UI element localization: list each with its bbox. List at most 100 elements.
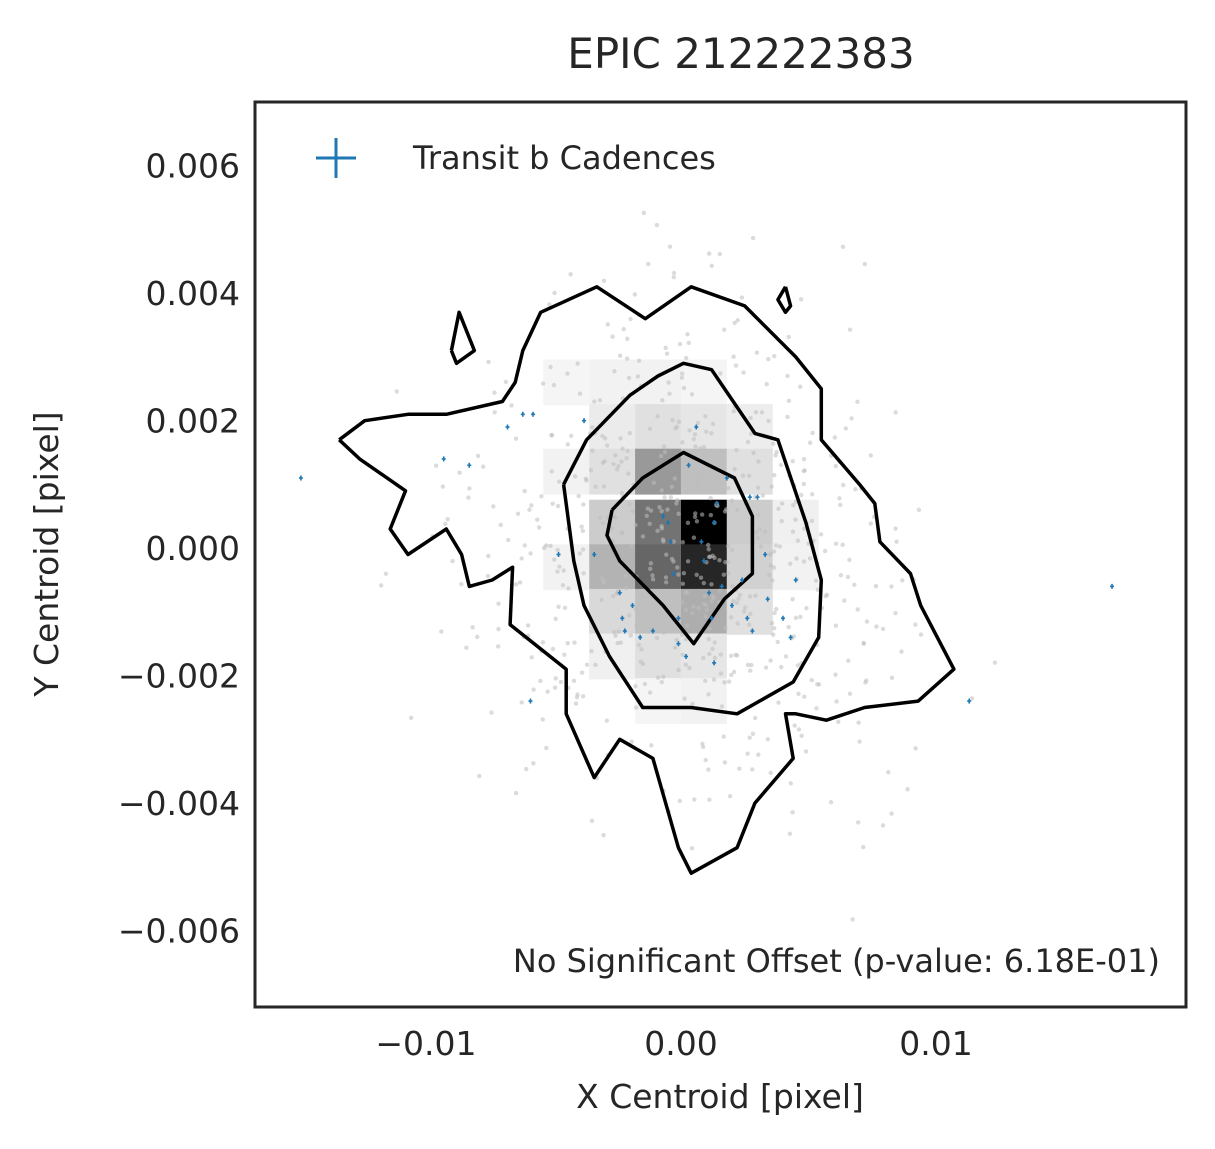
- background-point: [755, 535, 761, 541]
- background-point: [726, 544, 731, 549]
- background-point: [670, 418, 675, 423]
- background-point: [843, 426, 848, 431]
- background-point: [703, 678, 708, 684]
- transit-point: [650, 628, 655, 634]
- x-axis-ticks: −0.01 0.00 0.01: [375, 1024, 972, 1063]
- offset-annotation: No Significant Offset (p-value: 6.18E-01…: [513, 942, 1160, 980]
- background-point: [464, 645, 469, 650]
- background-point: [802, 694, 807, 699]
- background-point: [599, 597, 604, 603]
- background-point: [671, 274, 676, 280]
- background-point: [745, 662, 751, 668]
- background-point: [466, 495, 471, 500]
- background-point: [589, 818, 595, 824]
- heatmap-cell: [589, 404, 636, 450]
- background-point: [823, 593, 828, 599]
- transit-point: [699, 539, 704, 545]
- background-point: [899, 649, 904, 654]
- background-point: [723, 625, 728, 630]
- background-point: [655, 528, 660, 534]
- background-point: [699, 512, 705, 517]
- background-point: [522, 488, 527, 494]
- transit-point: [740, 577, 745, 583]
- background-point: [702, 593, 708, 599]
- background-point: [754, 530, 759, 535]
- transit-point: [747, 494, 752, 500]
- background-point: [630, 509, 635, 514]
- background-point: [541, 545, 547, 551]
- background-point: [712, 640, 717, 645]
- background-point: [840, 244, 846, 250]
- background-point: [795, 538, 801, 543]
- background-point: [666, 380, 671, 385]
- y-tick-label: −0.002: [118, 657, 240, 696]
- background-point: [753, 593, 758, 598]
- background-point: [814, 706, 819, 711]
- background-point: [581, 571, 586, 576]
- background-point: [719, 462, 724, 467]
- transit-point: [724, 475, 729, 481]
- background-point: [548, 543, 553, 549]
- background-point: [818, 532, 824, 537]
- transit-point: [520, 411, 525, 417]
- background-point: [681, 385, 687, 391]
- background-point: [575, 361, 580, 366]
- background-point: [691, 535, 697, 540]
- background-point: [810, 492, 815, 497]
- background-point: [613, 453, 618, 458]
- transit-point: [1110, 583, 1115, 589]
- background-point: [491, 504, 496, 509]
- background-point: [475, 453, 481, 459]
- contour-inner: [605, 450, 755, 646]
- background-point: [790, 810, 795, 815]
- background-point: [639, 594, 645, 599]
- background-point: [756, 752, 761, 757]
- background-point: [799, 492, 804, 498]
- background-point: [861, 844, 866, 850]
- background-point: [628, 316, 633, 322]
- background-point: [682, 696, 687, 701]
- background-point: [696, 605, 701, 611]
- background-point: [847, 557, 852, 563]
- background-point: [728, 615, 734, 620]
- background-point: [765, 737, 771, 742]
- transit-point: [712, 660, 717, 666]
- transit-point: [620, 615, 625, 621]
- heatmap-cell: [543, 544, 590, 591]
- background-point: [750, 767, 755, 772]
- background-point: [749, 662, 754, 668]
- background-point: [746, 473, 752, 478]
- background-point: [659, 679, 664, 685]
- background-point: [668, 495, 673, 500]
- transit-point: [630, 602, 635, 608]
- background-point: [573, 701, 579, 706]
- background-point: [685, 490, 690, 495]
- background-point: [691, 436, 697, 442]
- background-point: [779, 664, 784, 670]
- background-point: [717, 482, 722, 487]
- background-point: [552, 685, 558, 690]
- background-point: [663, 580, 669, 585]
- background-point: [481, 464, 486, 469]
- background-point: [593, 662, 598, 668]
- heatmap-cell: [589, 633, 636, 680]
- background-point: [588, 468, 594, 473]
- background-point: [796, 691, 801, 697]
- background-point: [640, 534, 646, 539]
- y-tick-label: 0.006: [146, 147, 240, 186]
- background-point: [517, 580, 523, 585]
- background-point: [735, 507, 740, 513]
- background-point: [604, 443, 610, 448]
- background-point: [589, 649, 594, 654]
- background-point: [645, 506, 650, 511]
- background-point: [841, 482, 846, 488]
- background-point: [459, 581, 464, 587]
- background-point: [643, 619, 649, 624]
- background-point: [747, 735, 752, 740]
- background-point: [626, 375, 632, 381]
- background-point: [680, 540, 686, 545]
- background-point: [833, 463, 838, 469]
- background-point: [706, 692, 711, 697]
- background-point: [679, 371, 685, 376]
- background-point: [733, 363, 739, 368]
